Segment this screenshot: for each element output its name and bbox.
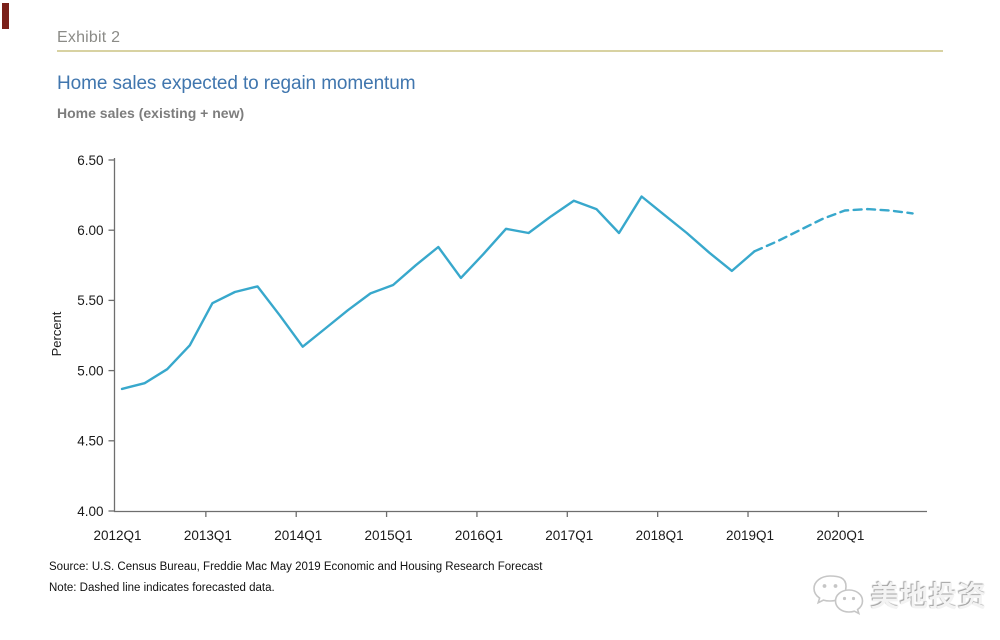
note-text: Note: Dashed line indicates forecasted d… bbox=[49, 582, 275, 594]
y-tick-label: 5.50 bbox=[77, 293, 103, 308]
x-tick-label: 2013Q1 bbox=[184, 528, 232, 543]
x-tick-label: 2012Q1 bbox=[93, 528, 141, 543]
x-tick-label: 2020Q1 bbox=[816, 528, 864, 543]
wechat-icon bbox=[813, 575, 864, 615]
chart-title: Home sales expected to regain momentum bbox=[57, 73, 416, 94]
watermark: 美地投资 bbox=[810, 572, 987, 618]
x-tick-label: 2015Q1 bbox=[365, 528, 413, 543]
y-tick-label: 4.00 bbox=[77, 504, 103, 519]
x-tick-label: 2016Q1 bbox=[455, 528, 503, 543]
history-line bbox=[120, 195, 756, 391]
exhibit-label: Exhibit 2 bbox=[57, 29, 121, 46]
y-tick-label: 5.00 bbox=[77, 363, 103, 378]
x-tick-label: 2019Q1 bbox=[726, 528, 774, 543]
x-tick-label: 2014Q1 bbox=[274, 528, 322, 543]
forecast-line-dashed bbox=[753, 207, 914, 253]
corner-marker bbox=[2, 3, 9, 29]
watermark-text: 美地投资 bbox=[871, 581, 988, 612]
x-tick-label: 2018Q1 bbox=[636, 528, 684, 543]
y-tick-label: 6.00 bbox=[77, 223, 103, 238]
y-axis-title: Percent bbox=[49, 311, 64, 356]
chart-subtitle: Home sales (existing + new) bbox=[57, 105, 245, 121]
y-tick-label: 6.50 bbox=[77, 153, 103, 168]
y-tick-label: 4.50 bbox=[77, 434, 103, 449]
exhibit-rule bbox=[57, 50, 943, 52]
source-text: Source: U.S. Census Bureau, Freddie Mac … bbox=[49, 561, 543, 573]
x-tick-label: 2017Q1 bbox=[545, 528, 593, 543]
